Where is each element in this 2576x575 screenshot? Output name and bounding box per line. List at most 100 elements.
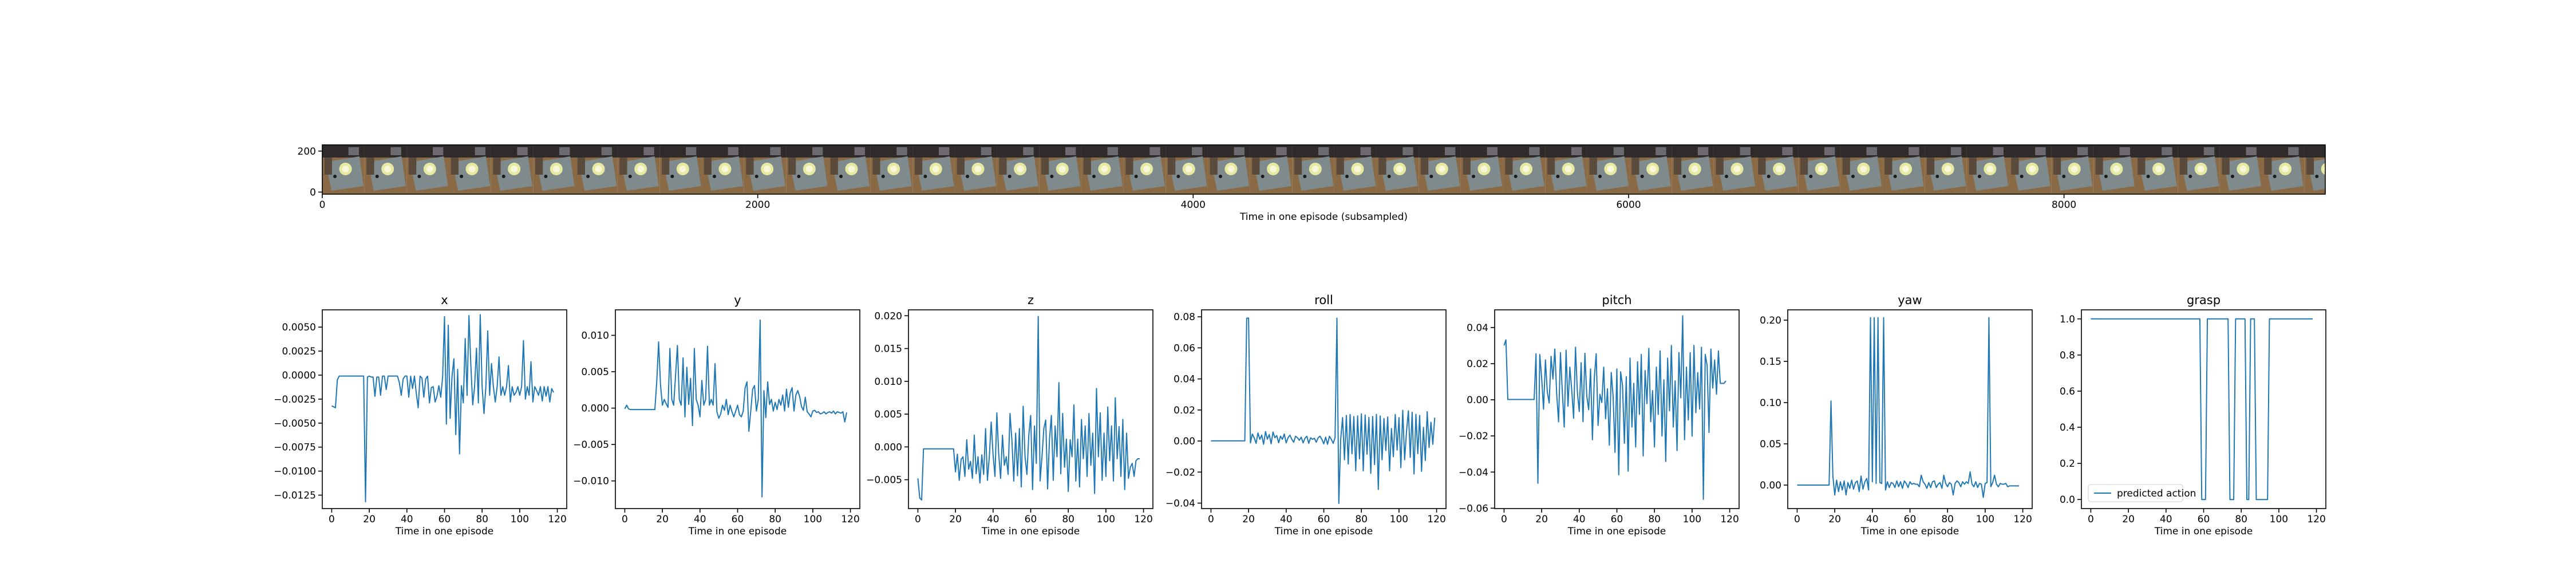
camera-frame xyxy=(1882,145,1925,194)
subplot-roll: 0 20 40 60 80 100 120 −0.04 −0.02 0.00 0.02 0.04 0.0… xyxy=(1165,293,1447,537)
x-axis-label: Time in one episode xyxy=(981,526,1080,537)
subplot-title: z xyxy=(1028,293,1034,307)
camera-frame xyxy=(1250,145,1293,194)
x-tick-label: 0 xyxy=(1501,514,1507,525)
y-tick-label: 0.4 xyxy=(2060,422,2075,434)
camera-frame xyxy=(364,145,407,194)
series-line xyxy=(1797,317,2020,498)
y-tick-label: −0.0100 xyxy=(274,466,316,478)
y-tick-label: −0.0050 xyxy=(274,418,316,430)
camera-frame xyxy=(1419,145,1461,194)
y-tick-label: 0.005 xyxy=(874,409,902,420)
y-tick-label: −0.02 xyxy=(1165,467,1195,478)
subplot-title: roll xyxy=(1314,293,1333,307)
x-tick-label: 120 xyxy=(548,514,566,525)
camera-frame xyxy=(912,145,955,194)
x-tick-label: 0 xyxy=(622,514,628,525)
x-tick-label: 80 xyxy=(2235,514,2247,525)
camera-frame xyxy=(870,145,913,194)
axes-frame xyxy=(1201,309,1447,509)
x-tick-label: 0 xyxy=(329,514,335,525)
x-axis-label: Time in one episode xyxy=(1860,526,1959,537)
camera-frame xyxy=(1672,145,1714,194)
series-line xyxy=(1503,315,1726,500)
x-tick-label: 40 xyxy=(694,514,706,525)
camera-frame xyxy=(1756,145,1799,194)
y-tick-label: 0.20 xyxy=(1760,315,1781,326)
filmstrip-panel: 0 2000 4000 6000 8000 0 200 Time in one episode… xyxy=(298,144,2326,223)
x-tick-label: 60 xyxy=(1611,514,1623,525)
y-tick-label: −0.06 xyxy=(1459,503,1488,514)
camera-frame xyxy=(406,145,449,194)
x-tick-label: 60 xyxy=(2198,514,2210,525)
series-line xyxy=(917,316,1140,501)
x-axis-label: Time in one episode xyxy=(1274,526,1373,537)
x-tick-label: 60 xyxy=(1904,514,1917,525)
y-tick-label: 0.000 xyxy=(581,403,609,415)
series-line xyxy=(331,314,554,503)
y-tick-label: 0.00 xyxy=(1467,395,1488,406)
x-tick-label: 20 xyxy=(656,514,669,525)
y-tick-label: −0.005 xyxy=(866,475,902,486)
subplot-title: yaw xyxy=(1898,293,1922,307)
camera-frame xyxy=(954,145,997,194)
y-tick-label: 0.00 xyxy=(1760,480,1781,491)
y-tick-label: 0.04 xyxy=(1467,322,1488,334)
x-axis-label: Time in one episode xyxy=(395,526,493,537)
y-tick-label: −0.04 xyxy=(1165,498,1195,510)
y-tick-label: 0.010 xyxy=(581,330,609,341)
camera-frame xyxy=(2262,145,2305,194)
x-tick-label: 60 xyxy=(1318,514,1330,525)
x-tick-label: 100 xyxy=(1976,514,1994,525)
y-tick-label: 0.08 xyxy=(1174,312,1195,323)
series-line xyxy=(1211,317,1436,505)
action-plots: 0 20 40 60 80 100 120−0.0125−0.0100−0.0075−0.0… xyxy=(274,293,2326,537)
x-tick-label: 80 xyxy=(1355,514,1368,525)
camera-frame xyxy=(1587,145,1630,194)
x-tick-label: 80 xyxy=(769,514,781,525)
y-tick-label: −0.02 xyxy=(1459,431,1488,442)
x-tick-label: 120 xyxy=(1427,514,1445,525)
subplot-y: 0 20 40 60 80 100 120 −0.010 −0.005 0.000 0.005 0.0… xyxy=(573,293,860,537)
y-tick-label: 0.000 xyxy=(874,442,902,453)
y-tick-label: 200 xyxy=(298,146,316,157)
y-tick-label: −0.005 xyxy=(573,439,609,451)
y-tick-label: 0.15 xyxy=(1760,356,1781,368)
y-tick-label: 0.06 xyxy=(1174,342,1195,354)
camera-frame xyxy=(1629,145,1672,194)
y-tick-label: 0.0025 xyxy=(282,346,316,357)
x-tick-label: 40 xyxy=(987,514,999,525)
series-line xyxy=(2091,318,2313,501)
x-tick-label: 20 xyxy=(363,514,376,525)
y-tick-label: 0.10 xyxy=(1760,397,1781,409)
x-tick-label: 100 xyxy=(1097,514,1115,525)
y-tick-label: 0.0000 xyxy=(282,370,316,381)
y-tick-label: 0.2 xyxy=(2060,458,2075,470)
camera-frame xyxy=(491,145,534,194)
x-tick-label: 100 xyxy=(804,514,822,525)
y-tick-label: 0.015 xyxy=(874,344,902,355)
subplot-yaw: 0 20 40 60 80 100 120 0.00 0.05 0.10 0.15 0.20 yaw Ti… xyxy=(1760,293,2033,537)
x-tick-label: 40 xyxy=(1280,514,1293,525)
y-tick-label: 0.00 xyxy=(1174,436,1195,447)
x-tick-label: 120 xyxy=(2013,514,2032,525)
x-tick-label: 40 xyxy=(401,514,413,525)
y-tick-label: 0.020 xyxy=(874,310,902,322)
x-tick-label: 40 xyxy=(1573,514,1586,525)
camera-frame xyxy=(575,145,618,194)
y-tick-label: 0.010 xyxy=(874,376,902,388)
x-tick-label: 60 xyxy=(1025,514,1037,525)
legend-label: predicted action xyxy=(2117,488,2196,499)
subplot-z: 0 20 40 60 80 100 120 −0.005 0.000 0.005 0.010 0.01… xyxy=(866,293,1153,537)
x-axis-label: Time in one episode xyxy=(688,526,787,537)
x-tick-label: 60 xyxy=(732,514,744,525)
y-tick-label: 0.8 xyxy=(2060,350,2075,361)
x-tick-label: 40 xyxy=(1866,514,1879,525)
y-tick-label: 0.6 xyxy=(2060,386,2075,397)
camera-frame xyxy=(1798,145,1840,194)
y-tick-label: −0.04 xyxy=(1459,467,1488,478)
y-tick-label: −0.010 xyxy=(573,476,609,487)
subplot-x: 0 20 40 60 80 100 120 −0.0125 −0.0100 −0.0075 −0.0… xyxy=(274,293,567,537)
camera-frame xyxy=(828,145,871,194)
x-tick-label: 60 xyxy=(438,514,451,525)
